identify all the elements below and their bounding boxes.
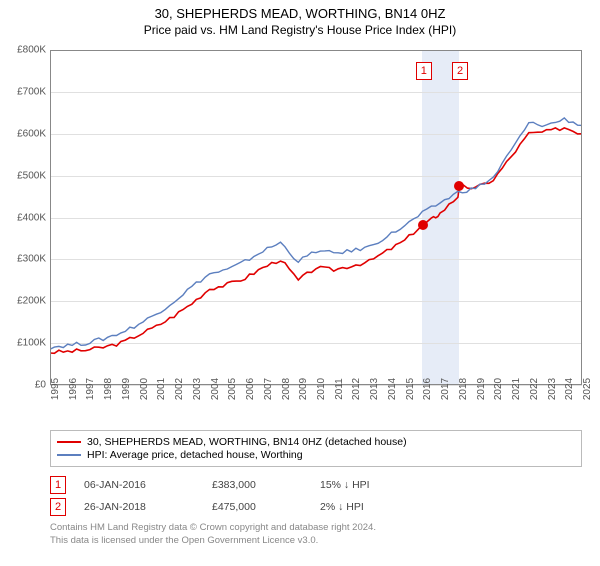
sale-table-row: 1 06-JAN-2016 £383,000 15% ↓ HPI bbox=[50, 476, 582, 494]
y-tick-label: £500K bbox=[0, 170, 46, 181]
x-tick-label: 2017 bbox=[440, 378, 451, 400]
x-tick-label: 2024 bbox=[564, 378, 575, 400]
x-tick-label: 2015 bbox=[405, 378, 416, 400]
sale-flag: 1 bbox=[416, 62, 432, 80]
x-tick-label: 2001 bbox=[156, 378, 167, 400]
x-tick-label: 1997 bbox=[85, 378, 96, 400]
legend-swatch bbox=[57, 454, 81, 456]
x-tick-label: 2019 bbox=[476, 378, 487, 400]
x-tick-label: 2003 bbox=[192, 378, 203, 400]
legend-label: 30, SHEPHERDS MEAD, WORTHING, BN14 0HZ (… bbox=[87, 436, 407, 448]
x-tick-label: 2018 bbox=[458, 378, 469, 400]
x-tick-label: 2004 bbox=[210, 378, 221, 400]
x-tick-label: 2023 bbox=[547, 378, 558, 400]
sale-date: 26-JAN-2018 bbox=[84, 501, 194, 513]
x-tick-label: 1996 bbox=[68, 378, 79, 400]
sale-price: £383,000 bbox=[212, 479, 302, 491]
sale-flag: 2 bbox=[452, 62, 468, 80]
x-tick-label: 2008 bbox=[281, 378, 292, 400]
x-tick-label: 2002 bbox=[174, 378, 185, 400]
x-tick-label: 2000 bbox=[139, 378, 150, 400]
legend-row: 30, SHEPHERDS MEAD, WORTHING, BN14 0HZ (… bbox=[57, 436, 575, 448]
x-tick-label: 2020 bbox=[493, 378, 504, 400]
x-tick-label: 2025 bbox=[582, 378, 593, 400]
legend-row: HPI: Average price, detached house, Wort… bbox=[57, 449, 575, 461]
legend-label: HPI: Average price, detached house, Wort… bbox=[87, 449, 303, 461]
sale-table-row: 2 26-JAN-2018 £475,000 2% ↓ HPI bbox=[50, 498, 582, 516]
x-tick-label: 2005 bbox=[227, 378, 238, 400]
x-tick-label: 1998 bbox=[103, 378, 114, 400]
x-tick-label: 2007 bbox=[263, 378, 274, 400]
y-tick-label: £700K bbox=[0, 86, 46, 97]
x-tick-label: 2021 bbox=[511, 378, 522, 400]
plot-border bbox=[50, 50, 582, 385]
x-tick-label: 1995 bbox=[50, 378, 61, 400]
x-tick-label: 2009 bbox=[298, 378, 309, 400]
legend-swatch bbox=[57, 441, 81, 443]
footer-line-1: Contains HM Land Registry data © Crown c… bbox=[50, 522, 582, 535]
x-tick-label: 2006 bbox=[245, 378, 256, 400]
chart-title: 30, SHEPHERDS MEAD, WORTHING, BN14 0HZ bbox=[0, 6, 600, 21]
chart-subtitle: Price paid vs. HM Land Registry's House … bbox=[0, 23, 600, 37]
sale-delta: 2% ↓ HPI bbox=[320, 501, 410, 513]
sale-date: 06-JAN-2016 bbox=[84, 479, 194, 491]
y-tick-label: £800K bbox=[0, 45, 46, 56]
sale-table-flag: 1 bbox=[50, 476, 66, 494]
y-tick-label: £200K bbox=[0, 296, 46, 307]
x-tick-label: 2012 bbox=[351, 378, 362, 400]
x-tick-label: 2022 bbox=[529, 378, 540, 400]
footer-attribution: Contains HM Land Registry data © Crown c… bbox=[50, 522, 582, 548]
footer-line-2: This data is licensed under the Open Gov… bbox=[50, 535, 582, 548]
sale-delta: 15% ↓ HPI bbox=[320, 479, 410, 491]
x-tick-label: 2014 bbox=[387, 378, 398, 400]
x-tick-label: 2011 bbox=[334, 378, 345, 400]
x-tick-label: 2010 bbox=[316, 378, 327, 400]
x-axis-labels: 1995199619971998199920002001200220032004… bbox=[50, 385, 582, 425]
legend-box: 30, SHEPHERDS MEAD, WORTHING, BN14 0HZ (… bbox=[50, 430, 582, 467]
x-tick-label: 1999 bbox=[121, 378, 132, 400]
chart-plot-area: 12 bbox=[50, 50, 582, 385]
y-tick-label: £300K bbox=[0, 254, 46, 265]
sales-table: 1 06-JAN-2016 £383,000 15% ↓ HPI 2 26-JAN-201… bbox=[50, 472, 582, 520]
sale-price: £475,000 bbox=[212, 501, 302, 513]
x-tick-label: 2013 bbox=[369, 378, 380, 400]
y-tick-label: £600K bbox=[0, 128, 46, 139]
x-tick-label: 2016 bbox=[422, 378, 433, 400]
chart-container: 30, SHEPHERDS MEAD, WORTHING, BN14 0HZ P… bbox=[0, 6, 600, 566]
y-tick-label: £100K bbox=[0, 338, 46, 349]
y-tick-label: £400K bbox=[0, 212, 46, 223]
y-tick-label: £0 bbox=[0, 380, 46, 391]
sale-table-flag: 2 bbox=[50, 498, 66, 516]
